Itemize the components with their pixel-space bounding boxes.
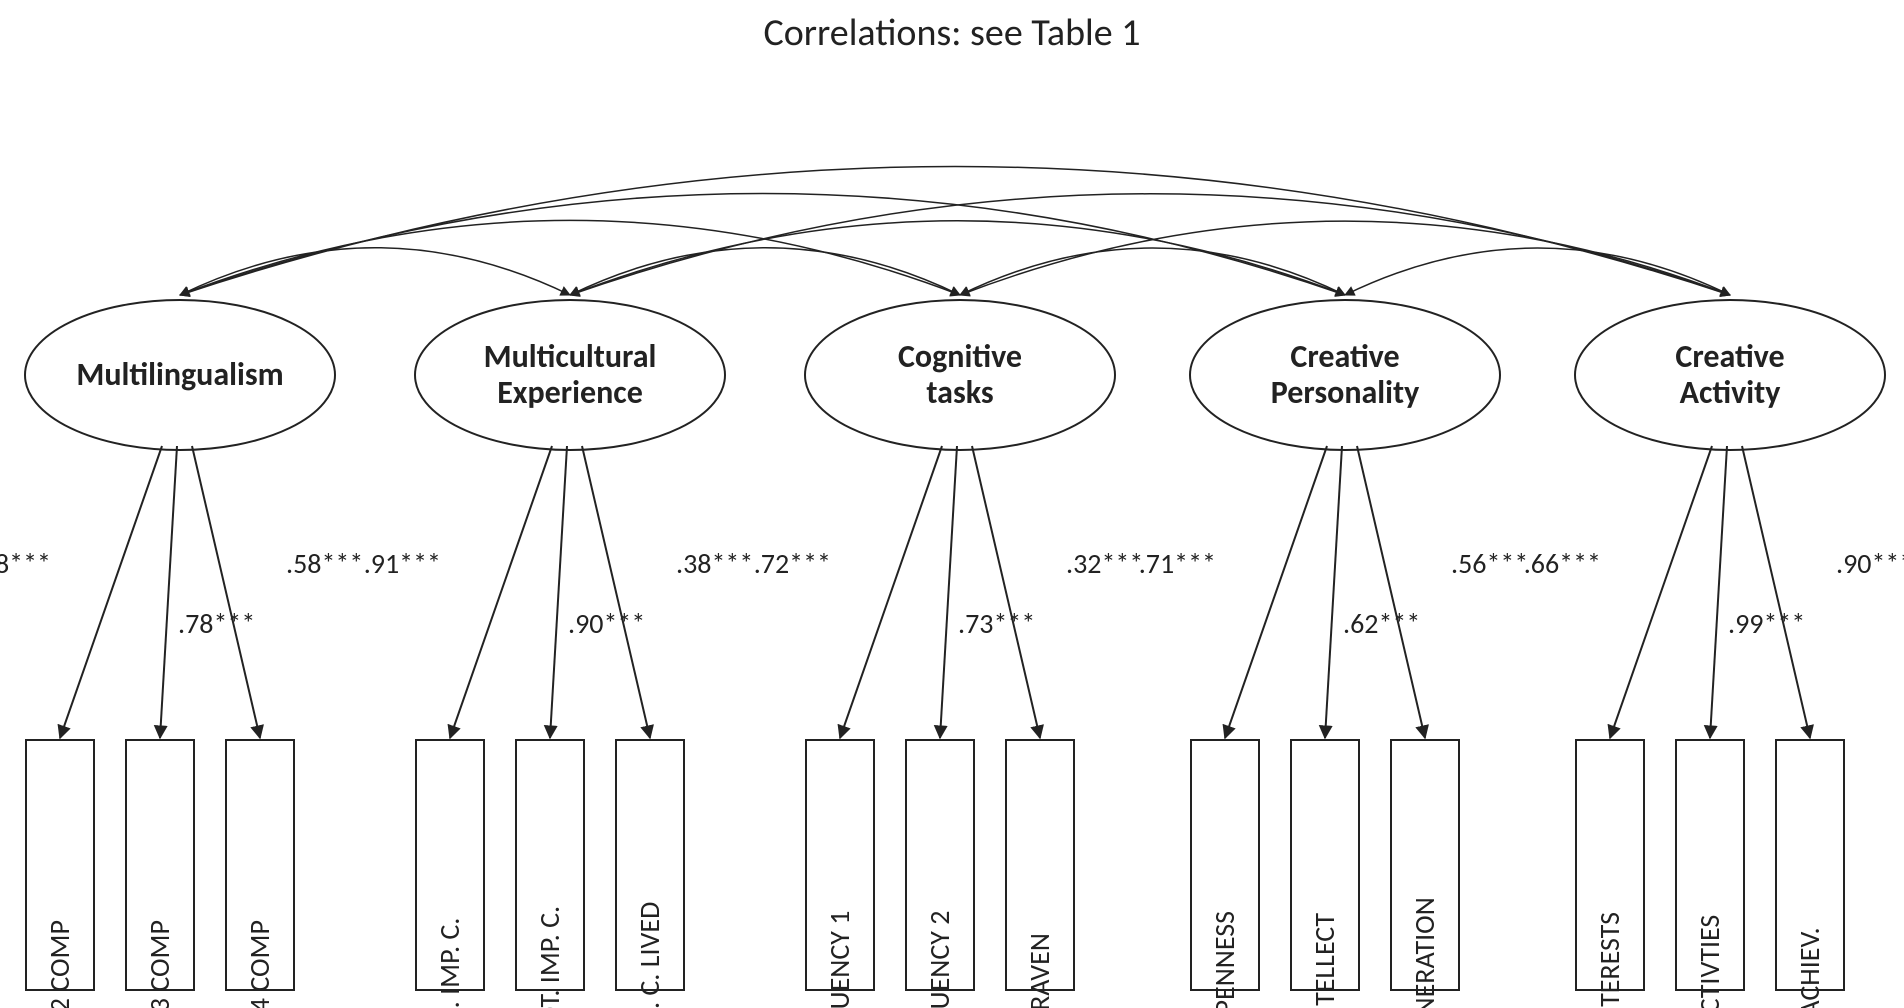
correlation-arc (180, 248, 570, 295)
latent-label: Multilingualism (76, 355, 283, 394)
loading-arrow (1225, 446, 1327, 738)
loading-label: .72*** (754, 546, 831, 581)
correlation-arc (960, 248, 1345, 295)
indicator-label: GENERATION (1407, 897, 1442, 1008)
loading-arrow (1742, 446, 1810, 738)
loading-label: .62*** (1343, 606, 1420, 641)
indicator-label: N. IMP. C. (432, 918, 467, 1008)
loading-label: .32*** (1066, 546, 1143, 581)
loading-arrow (1357, 446, 1425, 738)
indicator-label: RAVEN (1022, 933, 1057, 1008)
latent-label: tasks (926, 373, 993, 412)
loading-arrow (160, 446, 177, 738)
loading-arrow (192, 446, 260, 738)
loading-arrow (1610, 446, 1712, 738)
indicator-label: L4 COMP (242, 920, 277, 1008)
loading-label: .56*** (1451, 546, 1528, 581)
indicator-label: OPENNESS (1207, 911, 1242, 1008)
loading-arrow (1325, 446, 1342, 738)
indicator-label: INTERESTS (1592, 912, 1627, 1008)
loading-arrow (450, 446, 552, 738)
loading-label: .58*** (286, 546, 363, 581)
loading-arrow (582, 446, 650, 738)
loading-arrow (972, 446, 1040, 738)
latent-label: Activity (1680, 373, 1781, 412)
latent-label: Creative (1290, 337, 1399, 376)
latent-label: Cognitive (898, 337, 1022, 376)
latent-label: Personality (1271, 373, 1420, 412)
loading-label: .91*** (364, 546, 441, 581)
indicator-label: L3 COMP (142, 920, 177, 1008)
correlation-arc (570, 248, 960, 295)
sem-diagram: Correlations: see Table 1 Multilingualism… (0, 0, 1904, 1008)
indicator-label: TOT. IMP. C. (532, 906, 567, 1008)
indicator-label: NB. C. LIVED (632, 902, 667, 1008)
loading-label: .38*** (676, 546, 753, 581)
indicator-label: ACTIVTIES (1692, 915, 1727, 1008)
latent-label: Multicultural (484, 337, 657, 376)
loading-label: .90*** (1836, 546, 1904, 581)
indicator-label: FLUENCY 2 (922, 911, 957, 1008)
indicator-label: FLUENCY 1 (822, 911, 857, 1008)
diagram-title: Correlations: see Table 1 (763, 10, 1140, 56)
loading-label: .48*** (0, 546, 51, 581)
loading-label: .90*** (568, 606, 645, 641)
correlation-arc (1345, 248, 1730, 295)
loading-arrow (60, 446, 162, 738)
loading-label: .66*** (1524, 546, 1601, 581)
loading-arrow (840, 446, 942, 738)
latent-label: Experience (497, 373, 643, 412)
loading-label: .99*** (1728, 606, 1805, 641)
latent-label: Creative (1675, 337, 1784, 376)
indicator-label: ACHIEV. (1792, 927, 1827, 1008)
loading-arrow (1710, 446, 1727, 738)
correlation-arc (960, 221, 1730, 295)
loading-label: .78*** (178, 606, 255, 641)
indicator-label: L2 COMP (42, 920, 77, 1008)
loading-label: .71*** (1139, 546, 1216, 581)
loading-arrow (940, 446, 957, 738)
loading-label: .73*** (958, 606, 1035, 641)
indicator-label: INTELLECT (1307, 913, 1342, 1008)
loading-arrow (550, 446, 567, 738)
